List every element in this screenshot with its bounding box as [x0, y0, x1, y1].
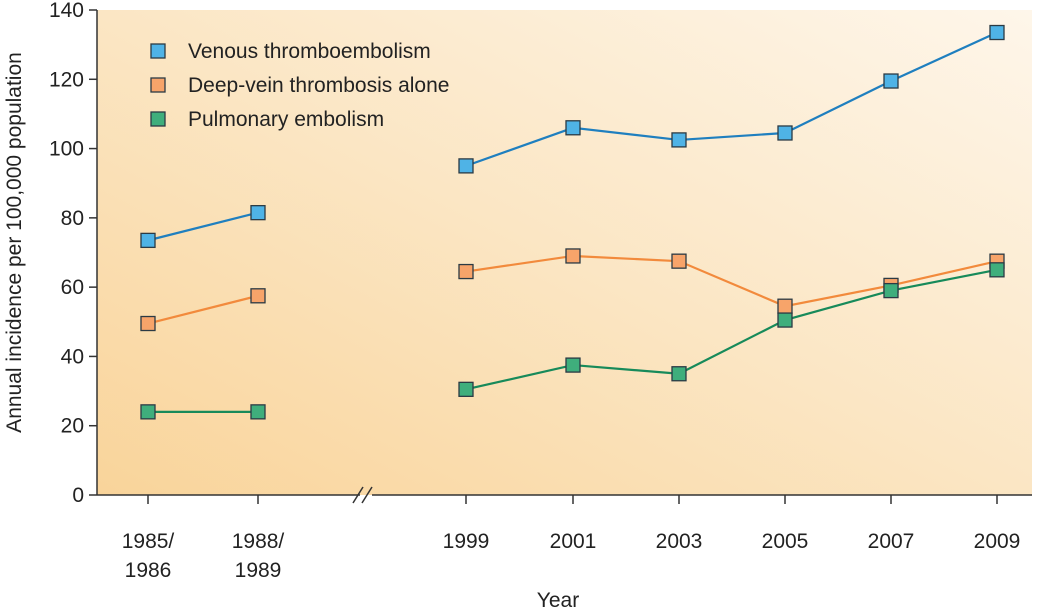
x-tick-label: 2009	[974, 530, 1021, 553]
data-point	[671, 253, 687, 269]
legend: Venous thromboembolism Deep-vein thrombos…	[150, 40, 449, 131]
series-3	[140, 262, 1005, 420]
axis-break-mark	[352, 486, 364, 504]
y-axis-title: Annual incidence per 100,000 population	[3, 52, 26, 433]
data-point	[140, 232, 156, 249]
data-point	[565, 120, 581, 136]
data-point	[777, 125, 793, 141]
x-tick-label: 1999	[443, 530, 490, 553]
y-tick-label: 40	[61, 345, 84, 368]
data-point	[250, 404, 266, 420]
y-tick-label: 120	[49, 68, 84, 91]
data-point	[250, 205, 266, 221]
x-tick-label: 2007	[868, 530, 915, 553]
x-tick-label: 1985/	[122, 530, 175, 553]
data-point	[140, 315, 156, 332]
data-point	[883, 282, 899, 299]
series-line	[147, 294, 259, 325]
y-tick-label: 140	[49, 0, 84, 22]
x-tick-label: 1989	[235, 559, 282, 582]
x-tick-label: 2005	[762, 530, 809, 553]
axis-break-mark	[361, 486, 373, 504]
legend-marker	[150, 111, 166, 127]
series-line	[465, 268, 998, 391]
data-point	[989, 24, 1005, 41]
series-line	[147, 211, 259, 242]
y-tick-label: 80	[61, 207, 84, 230]
data-point	[565, 248, 581, 264]
series-layer	[140, 24, 1005, 420]
y-tick-label: 0	[72, 484, 84, 507]
data-point	[883, 73, 899, 89]
legend-label: Pulmonary embolism	[188, 108, 384, 131]
y-tick-label: 20	[61, 415, 84, 438]
data-point	[565, 357, 581, 373]
axes: 0 20 40 60 80 100 120 140 1985/1986 1988/1989 1999…	[49, 0, 1032, 582]
data-point	[458, 158, 474, 174]
x-tick-label: 1986	[125, 559, 172, 582]
data-point	[140, 404, 156, 420]
y-tick-label: 60	[61, 276, 84, 299]
data-point	[671, 132, 687, 148]
data-point	[777, 298, 793, 314]
x-tick-label: 1988/	[232, 530, 285, 553]
legend-marker	[150, 77, 166, 93]
data-point	[989, 262, 1005, 278]
legend-label: Deep-vein thrombosis alone	[188, 74, 449, 97]
data-point	[458, 381, 474, 397]
y-tick-label: 100	[49, 138, 84, 161]
legend-label: Venous thromboembolism	[188, 40, 431, 63]
x-tick-label: 2001	[550, 530, 597, 553]
series-line	[465, 31, 998, 167]
data-point	[671, 366, 687, 382]
series-1	[140, 24, 1005, 249]
legend-marker	[150, 43, 166, 59]
data-point	[458, 263, 474, 280]
x-tick-label: 2003	[656, 530, 703, 553]
x-axis-title: Year	[537, 589, 579, 610]
data-point	[777, 312, 793, 328]
series-line	[465, 254, 998, 308]
data-point	[250, 288, 266, 304]
